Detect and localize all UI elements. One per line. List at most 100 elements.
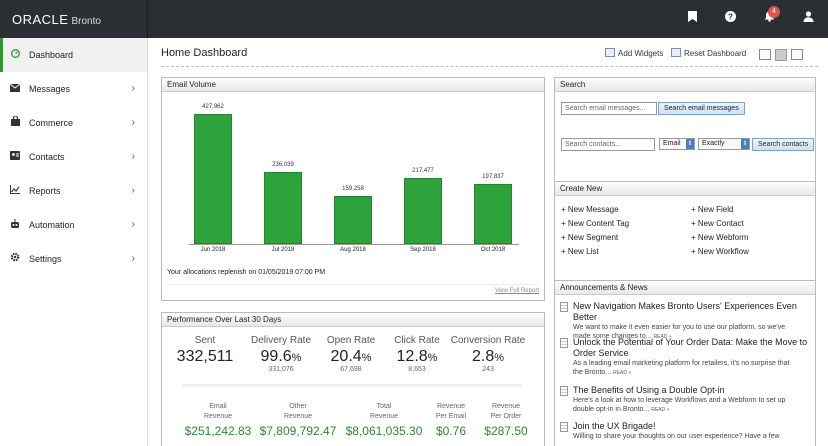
new-workflow-link[interactable]: + New Workflow [691, 247, 749, 256]
select-value: Email [663, 140, 681, 147]
view-full-report-link[interactable]: View Full Report [495, 288, 539, 294]
select-value: Exactly [702, 140, 725, 147]
new-webform-link[interactable]: + New Webform [691, 233, 749, 242]
performance-panel: Performance Over Last 30 Days Sent 332,5… [161, 312, 545, 446]
metric-sub: 8,653 [408, 366, 426, 373]
revenue-value: $8,061,035.30 [345, 424, 423, 438]
news-item[interactable]: Unlock the Potential of Your Order Data:… [560, 337, 818, 378]
reset-dashboard-label: Reset Dashboard [684, 49, 747, 58]
revenue-label: Revenue [491, 403, 521, 410]
metric-value: 2.8% [471, 348, 505, 365]
bar[interactable] [404, 178, 442, 244]
sidebar: Dashboard Messages › Commerce › Contacts… [0, 38, 148, 446]
sidebar-item-label: Contacts [29, 152, 65, 162]
news-title[interactable]: The Benefits of Using a Double Opt-in [573, 385, 725, 395]
gear-icon [9, 242, 21, 276]
layout-three-column-icon[interactable] [791, 49, 803, 60]
sidebar-item-dashboard[interactable]: Dashboard [0, 38, 147, 72]
sidebar-item-settings[interactable]: Settings › [0, 242, 147, 276]
revenue-total: Total Revenue $8,061,035.30 [342, 402, 426, 438]
panel-title: Create New [555, 182, 815, 196]
chevron-right-icon: › [131, 117, 135, 128]
news-item[interactable]: Join the UX Brigade! Willing to share yo… [560, 421, 818, 441]
new-contact-link[interactable]: + New Contact [691, 219, 744, 228]
chevron-right-icon: › [131, 219, 135, 230]
user-icon[interactable] [800, 11, 816, 27]
envelope-icon [9, 72, 21, 106]
news-item[interactable]: The Benefits of Using a Double Opt-in He… [560, 385, 818, 415]
bar[interactable] [474, 184, 512, 244]
document-icon [560, 338, 568, 348]
metric-value: 332,511 [176, 348, 234, 365]
new-message-link[interactable]: + New Message [561, 205, 619, 214]
match-type-select[interactable]: Exactly ⇕ [698, 138, 750, 150]
news-title[interactable]: New Navigation Makes Bronto Users' Exper… [573, 301, 797, 322]
revenue-label: Per Email [435, 413, 467, 420]
sidebar-item-commerce[interactable]: Commerce › [0, 106, 147, 140]
bar-value-label: 217,477 [412, 168, 434, 174]
sidebar-item-reports[interactable]: Reports › [0, 174, 147, 208]
logo-product: Bronto [71, 16, 101, 27]
search-contacts-button[interactable]: Search contacts [752, 138, 815, 151]
revenue-value: $7,809,792.47 [259, 424, 337, 438]
sidebar-item-label: Messages [29, 84, 71, 94]
panel-title: Announcements & News [555, 281, 815, 295]
sidebar-item-contacts[interactable]: Contacts › [0, 140, 147, 174]
read-more-link[interactable]: READ » [651, 407, 670, 413]
panel-title: Performance Over Last 30 Days [162, 313, 544, 327]
help-icon[interactable]: ? [722, 11, 738, 27]
x-tick-label: Jul 2018 [271, 247, 295, 253]
news-title[interactable]: Join the UX Brigade! [573, 421, 656, 431]
layout-one-column-icon[interactable] [759, 49, 771, 60]
bar[interactable] [264, 172, 302, 244]
metric-label: Delivery Rate [250, 335, 312, 346]
sidebar-item-automation[interactable]: Automation › [0, 208, 147, 242]
revenue-per-email: Revenue Per Email $0.76 [426, 402, 476, 438]
sidebar-item-label: Settings [29, 254, 62, 264]
news-body: double opt-in in Bronto... READ » [573, 406, 670, 413]
new-content-tag-link[interactable]: + New Content Tag [561, 219, 630, 228]
main-content: Home Dashboard Add Widgets Reset Dashboa… [148, 38, 828, 446]
news-item[interactable]: New Navigation Makes Bronto Users' Exper… [560, 301, 818, 342]
new-list-link[interactable]: + New List [561, 247, 599, 256]
x-tick-label: Jun 2018 [200, 247, 226, 253]
metric-sub: 67,698 [340, 366, 362, 373]
chevron-right-icon: › [131, 253, 135, 264]
bookmark-icon[interactable] [684, 11, 700, 27]
revenue-label: Revenue [203, 413, 233, 420]
revenue-other: Other Revenue $7,809,792.47 [257, 402, 339, 438]
bar[interactable] [194, 114, 232, 244]
bar-value-label: 236,039 [272, 162, 294, 168]
reset-dashboard-button[interactable]: Reset Dashboard [671, 48, 746, 58]
revenue-label: Revenue [436, 403, 466, 410]
bar-value-label: 197,837 [482, 174, 504, 180]
sidebar-item-label: Automation [29, 220, 75, 230]
news-body: Here's a look at how to leverage Workflo… [573, 397, 786, 404]
search-messages-button[interactable]: Search email messages [658, 102, 745, 115]
revenue-label: Other [289, 403, 307, 410]
sidebar-item-messages[interactable]: Messages › [0, 72, 147, 106]
new-segment-link[interactable]: + New Segment [561, 233, 619, 242]
bar[interactable] [334, 196, 372, 244]
revenue-email: Email Revenue $251,242.83 [180, 402, 256, 438]
divider [182, 384, 522, 388]
page-title: Home Dashboard [161, 47, 248, 59]
news-title[interactable]: Order Service [573, 348, 629, 358]
add-widgets-button[interactable]: Add Widgets [605, 48, 663, 58]
logo[interactable]: ORACLE Bronto [0, 0, 148, 38]
read-more-link[interactable]: READ » [653, 334, 672, 340]
news-body: made some changes to... READ » [573, 333, 672, 340]
chevron-down-icon: ⇕ [741, 139, 749, 149]
news-title[interactable]: Unlock the Potential of Your Order Data:… [573, 337, 808, 347]
contact-field-select[interactable]: Email ⇕ [659, 138, 695, 150]
revenue-label: Revenue [283, 413, 313, 420]
layout-two-column-icon[interactable] [775, 49, 787, 61]
metric-sub: 331,076 [268, 366, 294, 373]
new-field-link[interactable]: + New Field [691, 205, 734, 214]
reset-icon [671, 48, 681, 57]
search-messages-input[interactable]: Search email messages... [561, 102, 657, 115]
metric-value: 12.8% [396, 348, 438, 365]
revenue-label: Revenue [369, 413, 399, 420]
read-more-link[interactable]: READ » [613, 370, 632, 376]
search-contacts-input[interactable]: Search contacts... [561, 138, 655, 151]
